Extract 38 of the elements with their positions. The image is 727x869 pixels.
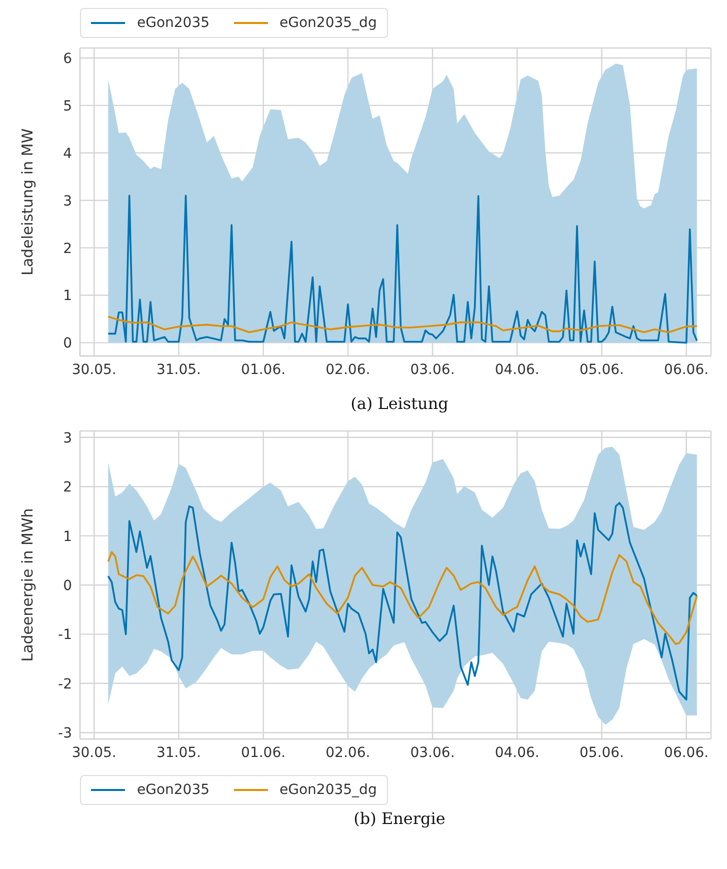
x-tick-label: 05.06.	[579, 744, 624, 761]
y-tick-label: -1	[58, 627, 72, 644]
legend-label: eGon2035	[137, 15, 210, 31]
x-tick-label: 06.06.	[664, 744, 709, 761]
y-tick-label: 2	[63, 240, 72, 257]
y-axis-title: Ladeleistung in MW	[18, 128, 36, 276]
x-tick-label: 31.05.	[156, 744, 201, 761]
y-tick-label: 3	[63, 193, 72, 210]
text: (a) Leistung	[350, 394, 450, 413]
x-tick-label: 03.06.	[410, 362, 455, 378]
y-tick-label: -3	[58, 726, 72, 742]
x-tick-label: 06.06.	[664, 362, 709, 378]
x-tick-label: 02.06.	[326, 744, 370, 761]
legend-label: eGon2035_dg	[280, 782, 377, 798]
x-tick-label: 02.06.	[326, 362, 370, 378]
y-tick-label: 5	[63, 98, 72, 114]
legend-label: eGon2035	[137, 782, 210, 798]
y-tick-label: 3	[63, 430, 72, 446]
x-tick-label: 01.06.	[241, 362, 286, 378]
x-tick-label: 30.05.	[72, 744, 116, 761]
x-tick-label: 01.06.	[241, 744, 286, 761]
y-tick-label: 0	[63, 336, 72, 352]
y-tick-label: 1	[63, 288, 72, 304]
y-tick-label: 4	[63, 146, 72, 162]
x-tick-label: 31.05.	[156, 362, 201, 378]
legend-label: eGon2035_dg	[280, 15, 377, 31]
x-tick-label: 05.06.	[579, 362, 624, 378]
y-tick-label: 0	[63, 578, 72, 594]
y-axis-title: Ladeenergie in MWh	[18, 508, 36, 662]
x-tick-label: 03.06.	[410, 744, 455, 761]
text: (b) Energie	[352, 809, 446, 828]
y-tick-label: -2	[58, 676, 72, 692]
x-tick-label: 30.05.	[72, 362, 116, 378]
x-tick-label: 04.06.	[494, 744, 540, 761]
y-tick-label: 6	[63, 50, 72, 67]
y-tick-label: 2	[63, 480, 72, 496]
x-tick-label: 04.06.	[494, 362, 540, 378]
y-tick-label: 1	[63, 528, 72, 545]
